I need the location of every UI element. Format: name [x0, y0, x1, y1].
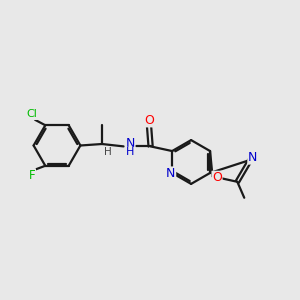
Text: O: O [212, 171, 222, 184]
Text: N: N [125, 137, 135, 150]
Text: H: H [103, 147, 111, 158]
Text: O: O [144, 114, 154, 127]
Text: N: N [248, 151, 257, 164]
Text: N: N [166, 167, 176, 180]
Text: F: F [29, 169, 35, 182]
Text: Cl: Cl [27, 110, 38, 119]
Text: H: H [126, 147, 134, 158]
